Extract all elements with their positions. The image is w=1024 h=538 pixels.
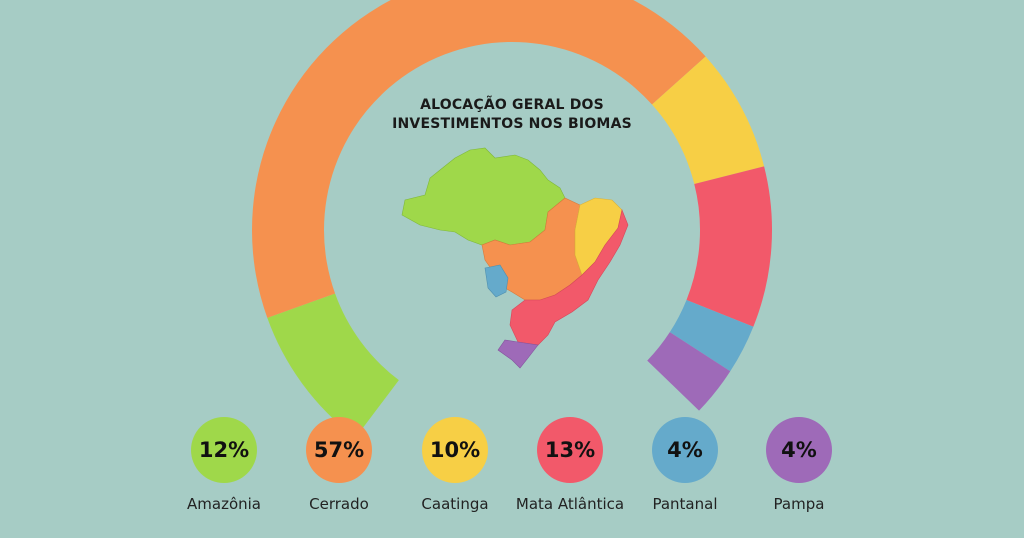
donut-slice-cerrado (252, 0, 706, 318)
donut-slice-amaz-nia (267, 293, 399, 438)
chart-title: ALOCAÇÃO GERAL DOS INVESTIMENTOS NOS BIO… (392, 97, 632, 132)
map-pantanal-region (484, 264, 509, 298)
donut-slice-mata-atl-ntica (686, 166, 773, 327)
donut-slice-caatinga (651, 56, 765, 184)
map-amazonia-region (401, 147, 566, 246)
donut-slice-pantanal (669, 299, 754, 372)
brazil-biome-map (401, 147, 629, 369)
map-mata-atlantica-region (509, 208, 629, 346)
donut-slice-pampa (647, 332, 731, 411)
donut-arcs (252, 0, 773, 438)
map-pampa-region (497, 339, 539, 369)
